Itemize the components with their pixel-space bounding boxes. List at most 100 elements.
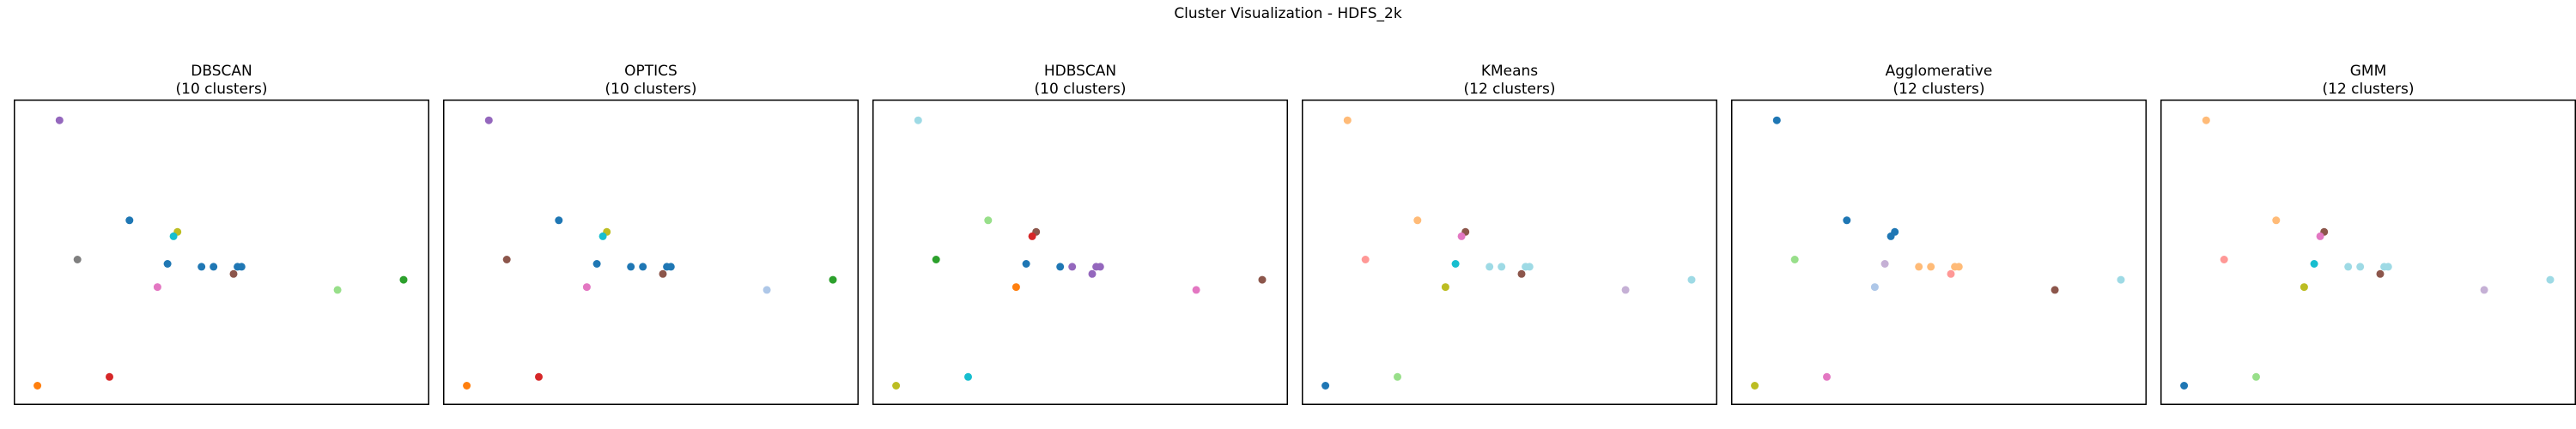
panel-title-clusters: (12 clusters) xyxy=(1893,81,1985,98)
panel-title-method: GMM xyxy=(2349,63,2387,80)
scatter-point xyxy=(1068,263,1077,271)
scatter-plot-agglomerative xyxy=(1731,100,2147,405)
panel-title-method: KMeans xyxy=(1480,63,1539,80)
scatter-point xyxy=(582,283,591,292)
scatter-plot-optics xyxy=(443,100,859,405)
scatter-point xyxy=(197,263,206,271)
scatter-point xyxy=(2272,216,2281,225)
panel-title: OPTICS (10 clusters) xyxy=(443,63,859,99)
scatter-point xyxy=(1498,263,1506,271)
panel-agglomerative: Agglomerative (12 clusters) xyxy=(1731,0,2147,429)
scatter-svg xyxy=(2160,100,2576,405)
scatter-svg xyxy=(1731,100,2147,405)
scatter-point xyxy=(163,260,172,268)
scatter-point xyxy=(153,283,161,292)
panel-title-clusters: (12 clusters) xyxy=(2322,81,2415,98)
scatter-point xyxy=(964,372,972,381)
panel-title-method: DBSCAN xyxy=(191,63,252,80)
scatter-point xyxy=(829,275,837,284)
scatter-point xyxy=(1457,232,1466,240)
scatter-svg xyxy=(14,100,429,405)
scatter-point xyxy=(2180,382,2189,390)
scatter-point xyxy=(229,269,238,278)
panel-title-method: OPTICS xyxy=(624,63,677,80)
scatter-point xyxy=(1621,286,1630,294)
figure-title: Cluster Visualization - HDFS_2k xyxy=(1174,5,1402,22)
scatter-point xyxy=(2356,263,2365,271)
panel-kmeans: KMeans (12 clusters) xyxy=(1302,0,1717,429)
scatter-point xyxy=(1088,269,1097,278)
scatter-point xyxy=(932,256,940,263)
scatter-point xyxy=(1886,232,1895,240)
scatter-point xyxy=(1843,216,1851,225)
panel-title-method: Agglomerative xyxy=(1885,63,1993,80)
scatter-point xyxy=(627,263,635,271)
scatter-point xyxy=(399,275,408,284)
panel-optics: OPTICS (10 clusters) xyxy=(443,0,859,429)
scatter-point xyxy=(55,116,64,124)
scatter-point xyxy=(2220,256,2228,263)
axes-frame xyxy=(2160,100,2576,405)
axes-frame xyxy=(14,100,429,405)
scatter-point xyxy=(1096,263,1104,271)
scatter-point xyxy=(984,216,993,225)
scatter-point xyxy=(1321,382,1330,390)
scatter-point xyxy=(1441,283,1449,292)
scatter-point xyxy=(2050,286,2059,294)
scatter-point xyxy=(659,269,667,278)
panel-title-clusters: (12 clusters) xyxy=(1463,81,1556,98)
panel-gmm: GMM (12 clusters) xyxy=(2160,0,2576,429)
panel-title-method: HDBSCAN xyxy=(1043,63,1117,80)
scatter-point xyxy=(463,382,471,390)
scatter-point xyxy=(1927,263,1935,271)
scatter-plot-gmm xyxy=(2160,100,2576,405)
scatter-point xyxy=(1012,283,1020,292)
scatter-point xyxy=(1772,116,1781,124)
scatter-point xyxy=(2310,260,2318,268)
scatter-point xyxy=(106,372,113,381)
scatter-point xyxy=(2252,372,2260,381)
scatter-plot-dbscan xyxy=(14,100,429,405)
panel-title: Agglomerative (12 clusters) xyxy=(1731,63,2147,99)
scatter-point xyxy=(1056,263,1065,271)
scatter-point xyxy=(762,286,771,294)
scatter-point xyxy=(484,116,493,124)
scatter-point xyxy=(1413,216,1422,225)
scatter-point xyxy=(1915,263,1923,271)
scatter-point xyxy=(592,260,601,268)
scatter-point xyxy=(2344,263,2353,271)
panel-hdbscan: HDBSCAN (10 clusters) xyxy=(872,0,1288,429)
scatter-point xyxy=(1028,232,1036,240)
scatter-point xyxy=(598,232,607,240)
scatter-point xyxy=(555,216,563,225)
scatter-point xyxy=(639,263,647,271)
scatter-point xyxy=(1022,260,1030,268)
scatter-point xyxy=(73,256,82,263)
scatter-svg xyxy=(1302,100,1717,405)
scatter-point xyxy=(33,382,42,390)
scatter-point xyxy=(1394,372,1401,381)
axes-frame xyxy=(443,100,859,405)
scatter-point xyxy=(2117,275,2125,284)
axes-frame xyxy=(1302,100,1717,405)
panel-title: HDBSCAN (10 clusters) xyxy=(872,63,1288,99)
scatter-point xyxy=(2546,275,2555,284)
scatter-point xyxy=(502,256,511,263)
scatter-point xyxy=(1192,286,1200,294)
panel-title: GMM (12 clusters) xyxy=(2160,63,2576,99)
scatter-point xyxy=(1485,263,1494,271)
panel-title-clusters: (10 clusters) xyxy=(605,81,697,98)
scatter-svg xyxy=(872,100,1288,405)
scatter-point xyxy=(1258,275,1267,284)
scatter-point xyxy=(2480,286,2488,294)
scatter-point xyxy=(1687,275,1696,284)
scatter-point xyxy=(1343,116,1352,124)
scatter-svg xyxy=(443,100,859,405)
scatter-point xyxy=(892,382,901,390)
scatter-point xyxy=(2316,232,2324,240)
scatter-point xyxy=(2202,116,2210,124)
scatter-point xyxy=(1751,382,1759,390)
axes-frame xyxy=(872,100,1288,405)
scatter-point xyxy=(1525,263,1534,271)
